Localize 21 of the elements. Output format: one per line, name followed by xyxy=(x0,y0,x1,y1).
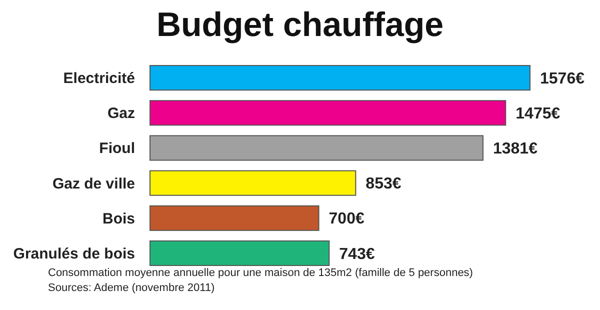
data-label: 700€ xyxy=(328,210,364,228)
data-label: 1381€ xyxy=(492,140,538,158)
y-tick-label: Fioul xyxy=(99,140,135,158)
bar xyxy=(150,100,506,126)
annotation: Consommation moyenne annuelle pour une maison de 135m2 (famille de 5 personnes) xyxy=(48,267,473,279)
y-tick-label: Gaz de ville xyxy=(52,175,135,192)
data-label: 1576€ xyxy=(540,70,585,88)
y-tick-label: Bois xyxy=(102,210,135,228)
bar xyxy=(150,135,484,161)
bar xyxy=(150,240,330,266)
bar xyxy=(150,65,530,91)
data-label: 743€ xyxy=(339,246,375,263)
source-note: Sources: Ademe (novembre 2011) xyxy=(48,282,215,294)
bar xyxy=(150,205,320,231)
y-tick-label: Gaz xyxy=(107,105,135,122)
y-tick-label: Electricité xyxy=(63,70,135,88)
bar xyxy=(150,170,356,196)
chart-title: Budget chauffage xyxy=(156,6,444,44)
y-tick-label: Granulés de bois xyxy=(13,245,135,262)
data-label: 853€ xyxy=(366,176,402,193)
data-label: 1475€ xyxy=(516,105,560,122)
